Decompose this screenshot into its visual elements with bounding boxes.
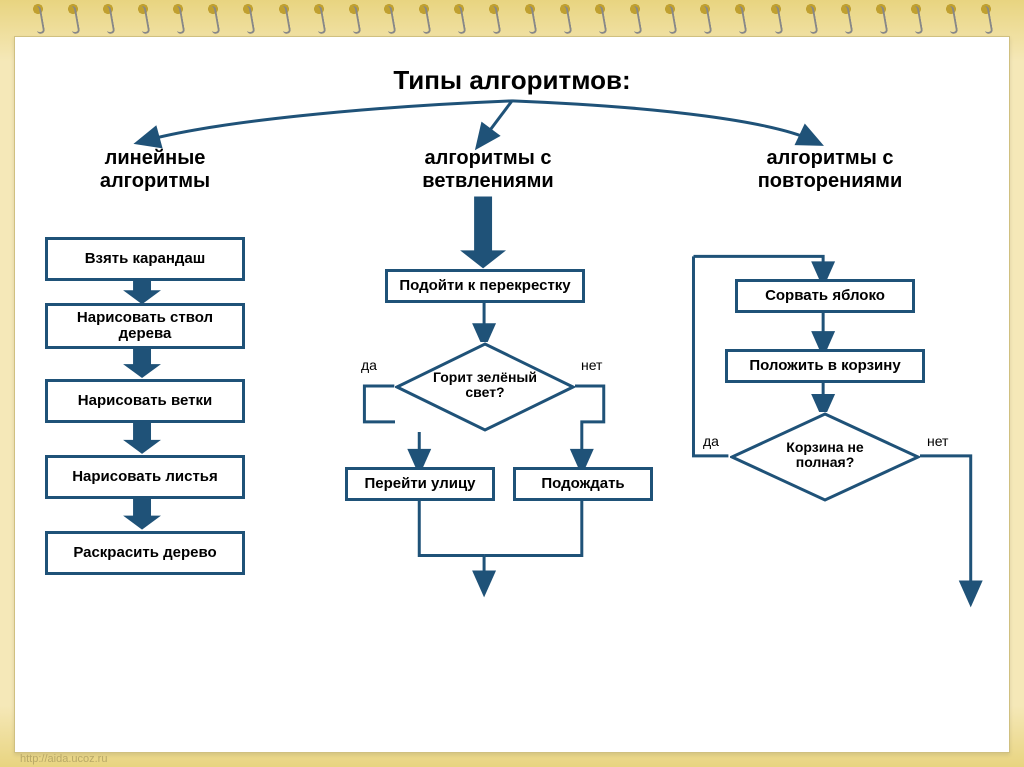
branching-decision: Горит зелёныйсвет?	[395, 342, 575, 432]
branching-start-box: Подойти к перекрестку	[385, 269, 585, 303]
branching-yes-box: Перейти улицу	[345, 467, 495, 501]
linear-box-4: Нарисовать листья	[45, 455, 245, 499]
looping-decision-label: Корзина неполная?	[730, 440, 920, 471]
diagram-canvas: Типы алгоритмов:	[15, 37, 1009, 752]
linear-box-2: Нарисовать стволдерева	[45, 303, 245, 349]
heading-branching: алгоритмы светвлениями	[403, 147, 573, 193]
footer-url: http://aida.ucoz.ru	[20, 753, 107, 765]
branching-no-box: Подождать	[513, 467, 653, 501]
heading-looping: алгоритмы сповторениями	[735, 147, 925, 193]
linear-box-3: Нарисовать ветки	[45, 379, 245, 423]
looping-box-2: Положить в корзину	[725, 349, 925, 383]
linear-box-5: Раскрасить дерево	[45, 531, 245, 575]
looping-yes-label: да	[703, 433, 719, 449]
notebook-frame: Типы алгоритмов:	[0, 0, 1024, 767]
paper-sheet: Типы алгоритмов:	[14, 36, 1010, 753]
heading-linear: линейныеалгоритмы	[65, 147, 245, 193]
looping-no-label: нет	[927, 433, 948, 449]
spiral-binding	[20, 0, 1004, 40]
looping-box-1: Сорвать яблоко	[735, 279, 915, 313]
main-title: Типы алгоритмов:	[15, 65, 1009, 96]
linear-box-1: Взять карандаш	[45, 237, 245, 281]
looping-decision: Корзина неполная?	[730, 412, 920, 502]
branching-yes-label: да	[361, 357, 377, 373]
branching-decision-label: Горит зелёныйсвет?	[395, 370, 575, 401]
branching-no-label: нет	[581, 357, 602, 373]
